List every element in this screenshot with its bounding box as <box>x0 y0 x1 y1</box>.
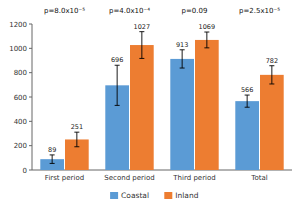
error-bar-cap <box>74 132 79 133</box>
y-axis: 0 200 400 600 800 1000 1200 <box>9 21 32 175</box>
error-bar-stem <box>271 66 272 84</box>
error-bar-cap <box>180 49 185 50</box>
chart: 0 200 400 600 800 1000 1200 89 696 913 566 251 1027 1… <box>0 0 300 206</box>
y-tick <box>29 97 32 98</box>
error-bar <box>204 32 209 48</box>
legend-label: Coastal <box>121 191 149 200</box>
y-tick-label: 0 <box>23 167 27 175</box>
error-bar-cap <box>245 95 250 96</box>
x-tick-label: Total <box>250 174 267 182</box>
bar <box>260 75 284 170</box>
error-bar-cap <box>50 163 55 164</box>
error-bar-stem <box>141 32 142 59</box>
error-bar-cap <box>50 154 55 155</box>
y-tick-label: 1200 <box>9 21 27 29</box>
error-bar-cap <box>269 65 274 66</box>
legend: Coastal Inland <box>110 191 199 200</box>
annotation: p=8.0x10⁻⁵ <box>44 7 85 15</box>
y-tick <box>29 72 32 73</box>
error-bar-stem <box>117 65 118 105</box>
error-bar <box>139 32 144 59</box>
y-tick <box>29 24 32 25</box>
y-tick <box>29 170 32 171</box>
data-label: 782 <box>266 57 278 65</box>
error-bar <box>115 65 120 105</box>
error-bar-cap <box>204 47 209 48</box>
error-bar-cap <box>139 31 144 32</box>
data-label: 1027 <box>134 23 151 31</box>
y-tick <box>29 48 32 49</box>
bar <box>170 59 194 170</box>
error-bar-stem <box>247 95 248 107</box>
y-tick-label: 200 <box>14 142 27 150</box>
error-bar-stem <box>76 132 77 147</box>
error-bar-cap <box>180 68 185 69</box>
error-bar-stem <box>206 32 207 48</box>
labels: 89 696 913 566 251 1027 1069 782 p=8.0x10⁻⁵ p=4.0… <box>44 7 280 154</box>
error-bar <box>50 155 55 164</box>
error-bar-stem <box>182 50 183 68</box>
annotation: p=0.09 <box>182 7 208 15</box>
legend-swatch <box>164 192 172 199</box>
plot-area <box>40 32 283 170</box>
y-tick <box>29 145 32 146</box>
error-bar-stem <box>52 155 53 164</box>
annotation: p=4.0x10⁻⁴ <box>109 7 150 15</box>
error-bar <box>269 66 274 84</box>
error-bar-cap <box>139 58 144 59</box>
y-tick-label: 600 <box>14 94 27 102</box>
bar <box>195 40 219 170</box>
x-tick-label: First period <box>45 174 84 182</box>
bar <box>130 45 154 170</box>
error-bar-cap <box>115 65 120 66</box>
annotation: p=2.5x10⁻⁵ <box>239 7 280 15</box>
legend-swatch <box>110 192 118 199</box>
data-label: 913 <box>176 41 188 49</box>
data-label: 89 <box>48 146 56 154</box>
y-tick <box>29 121 32 122</box>
error-bar-cap <box>74 146 79 147</box>
data-label: 251 <box>71 123 83 131</box>
y-tick-label: 1000 <box>9 45 27 53</box>
error-bar-cap <box>245 107 250 108</box>
y-tick-label: 800 <box>14 69 27 77</box>
chart-container: 0 200 400 600 800 1000 1200 89 696 913 566 251 1027 1… <box>0 0 300 206</box>
error-bar <box>180 50 185 68</box>
error-bar-cap <box>269 83 274 84</box>
data-label: 696 <box>111 56 123 64</box>
legend-label: Inland <box>175 191 198 200</box>
x-tick-label: Third period <box>172 174 215 182</box>
y-tick-label: 400 <box>14 118 27 126</box>
data-label: 566 <box>241 86 253 94</box>
error-bar <box>74 132 79 147</box>
error-bar-cap <box>115 105 120 106</box>
x-tick-label: Second period <box>104 174 154 182</box>
bar <box>235 101 259 170</box>
data-label: 1069 <box>199 23 216 31</box>
error-bar <box>245 95 250 107</box>
error-bar-cap <box>204 32 209 33</box>
